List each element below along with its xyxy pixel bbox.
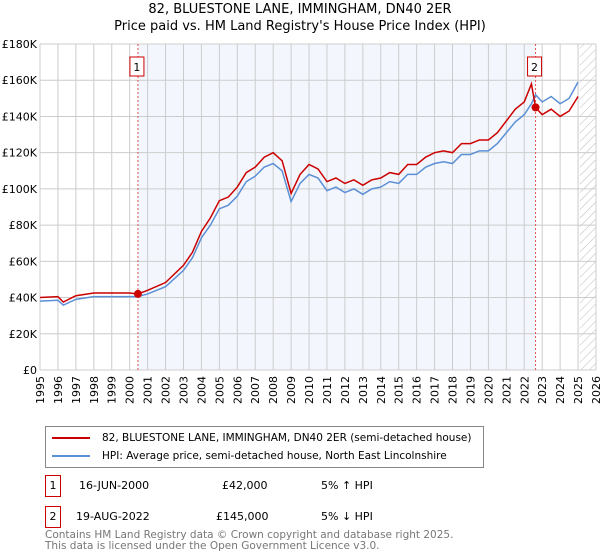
x-tick-label: 2022 [518, 376, 531, 404]
x-tick-label: 2011 [321, 376, 334, 404]
footer-line: This data is licensed under the Open Gov… [45, 540, 380, 552]
legend-item-hpi: HPI: Average price, semi-detached house,… [46, 448, 447, 464]
x-tick-label: 2012 [339, 376, 352, 404]
forecast-hatch [579, 44, 596, 370]
legend-swatch-red [52, 437, 90, 439]
y-tick-label: £40K [9, 292, 38, 305]
sale-badge: 1 [45, 475, 61, 497]
x-tick-label: 1996 [52, 376, 65, 404]
x-tick-label: 2021 [500, 376, 513, 404]
y-tick-label: £20K [9, 328, 38, 341]
x-tick-label: 2019 [464, 376, 477, 404]
sale-date: 19-AUG-2022 [76, 510, 150, 523]
x-tick-label: 1997 [70, 376, 83, 404]
x-tick-label: 2026 [590, 376, 600, 404]
y-tick-label: £60K [9, 255, 38, 268]
y-tick-label: £160K [2, 74, 38, 87]
x-tick-label: 2018 [447, 376, 460, 404]
y-tick-label: £180K [2, 38, 38, 51]
x-tick-label: 2005 [213, 376, 226, 404]
sale-price: £145,000 [216, 510, 269, 523]
sale-price: £42,000 [222, 479, 268, 492]
x-tick-label: 2004 [195, 376, 208, 404]
y-tick-label: £120K [2, 147, 38, 160]
sale-label-box [129, 56, 145, 77]
property-series-line [39, 81, 579, 303]
hpi-series-line [39, 81, 579, 307]
x-tick-label: 1999 [106, 376, 119, 404]
plot-area: 1995 1996 1997 1998 1999 2000 2001 2002 2003 2004… [2, 38, 600, 404]
legend-item-property: 82, BLUESTONE LANE, IMMINGHAM, DN40 2ER … [46, 430, 471, 446]
sale-point [531, 103, 540, 112]
sale-label-box [527, 56, 543, 77]
x-tick-label: 2008 [267, 376, 280, 404]
x-tick-label: 2017 [429, 376, 442, 404]
x-tick-label: 2001 [142, 376, 155, 404]
sale-label: 2 [531, 61, 538, 74]
x-tick-label: 1995 [34, 376, 47, 404]
y-tick-label: £0 [23, 364, 37, 377]
y-tick-label: £100K [2, 183, 38, 196]
x-tick-label: 2003 [177, 376, 190, 404]
x-tick-label: 2006 [231, 376, 244, 404]
sale-badge: 2 [45, 506, 61, 528]
y-tick-label: £140K [2, 110, 38, 123]
sale-label: 1 [133, 61, 140, 74]
legend-swatch-blue [52, 455, 90, 457]
x-tick-label: 2016 [411, 376, 424, 404]
sale-point [133, 289, 142, 298]
x-tick-label: 2015 [393, 376, 406, 404]
chart-subtitle: Price paid vs. HM Land Registry's House … [114, 19, 486, 34]
x-tick-label: 2000 [124, 376, 137, 404]
legend: 82, BLUESTONE LANE, IMMINGHAM, DN40 2ER … [45, 426, 484, 468]
x-tick-label: 2020 [482, 376, 495, 404]
x-tick-label: 2013 [357, 376, 370, 404]
legend-label: HPI: Average price, semi-detached house,… [102, 450, 447, 462]
x-tick-label: 2024 [554, 376, 567, 404]
sale-hpi: 5% ↓ HPI [321, 510, 373, 523]
x-tick-label: 2007 [249, 376, 262, 404]
sale-hpi: 5% ↑ HPI [321, 479, 373, 492]
x-tick-label: 1998 [88, 376, 101, 404]
legend-label: 82, BLUESTONE LANE, IMMINGHAM, DN40 2ER … [102, 432, 472, 444]
x-tick-label: 2023 [536, 376, 549, 404]
x-tick-label: 2002 [160, 376, 173, 404]
x-tick-label: 2014 [375, 376, 388, 404]
sale-date: 16-JUN-2000 [79, 479, 150, 492]
x-tick-label: 2025 [572, 376, 585, 404]
sale-row: 2 19-AUG-2022 £145,000 5% ↓ HPI [45, 506, 545, 528]
y-tick-label: £80K [9, 219, 38, 232]
footer: Contains HM Land Registry data © Crown c… [45, 530, 453, 552]
x-tick-label: 2010 [303, 376, 316, 404]
footer-line: Contains HM Land Registry data © Crown c… [45, 529, 454, 541]
sale-row: 1 16-JUN-2000 £42,000 5% ↑ HPI [45, 475, 545, 497]
shaded-period [137, 44, 536, 370]
x-tick-label: 2009 [285, 376, 298, 404]
chart-title: 82, BLUESTONE LANE, IMMINGHAM, DN40 2ER [148, 2, 452, 17]
